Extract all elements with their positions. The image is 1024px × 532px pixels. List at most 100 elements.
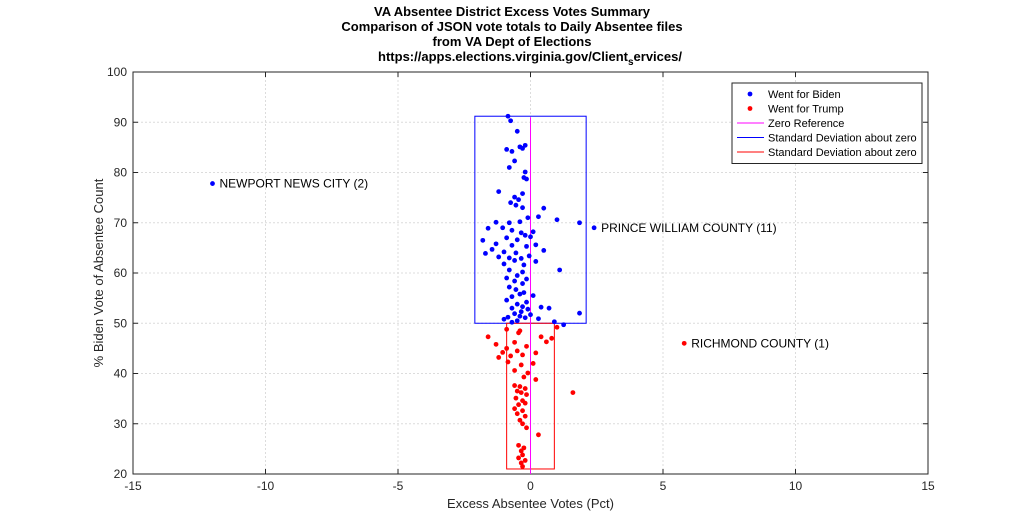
biden-point [493,241,499,247]
y-tick-label: 80 [114,166,128,180]
trump-point [514,411,520,417]
trump-point [518,390,524,395]
trump-point [485,334,491,340]
trump-point [533,350,539,356]
biden-point [500,225,506,231]
biden-point [506,267,512,273]
trump-point [538,334,544,340]
legend-marker [747,91,753,97]
trump-point [520,408,525,414]
biden-point [496,254,502,260]
legend-label: Went for Biden [768,89,841,101]
biden-point [530,229,536,235]
biden-point [501,316,507,322]
trump-point [514,348,520,354]
biden-point [514,273,520,278]
title-line-4: https://apps.elections.virginia.gov/Clie… [378,49,682,68]
biden-point [509,227,515,233]
biden-point [504,235,510,241]
x-tick-label: -15 [124,479,142,493]
x-tick-label: -5 [393,479,404,493]
trump-point [544,339,549,345]
biden-point [501,261,507,267]
biden-point [525,215,531,221]
biden-point [506,284,512,290]
biden-point [538,304,544,310]
biden-point [520,145,525,151]
title-url-head: https://apps.elections.virginia.gov/Clie… [378,49,629,64]
biden-point [591,225,597,231]
biden-point [514,128,520,134]
title-line-2: Comparison of JSON vote totals to Daily … [341,19,682,34]
trump-point [493,341,499,347]
biden-point [504,146,510,152]
trump-point [496,355,502,360]
x-tick-label: -10 [257,479,275,493]
x-tick-label: 0 [527,479,534,493]
trump-point [516,330,521,336]
annotation-label: NEWPORT NEWS CITY (2) [220,177,369,191]
x-tick-label: 15 [921,479,935,493]
biden-point [518,309,524,315]
biden-point [518,256,524,261]
title-url-subscript: s [628,57,634,68]
biden-point [541,247,547,253]
y-tick-label: 50 [114,316,128,330]
biden-point [528,234,533,240]
biden-point [496,189,502,194]
axis-ticks: -15 -10 -5 0 5 10 15 20 30 40 50 60 70 80 90 100 [107,65,935,493]
biden-point [509,242,515,248]
biden-point [509,294,515,300]
trump-point [524,343,529,349]
biden-point [524,276,529,282]
biden-point [520,269,525,275]
biden-point [513,202,519,208]
biden-point [493,219,499,225]
biden-point [512,258,517,263]
biden-point [512,278,517,284]
trump-point [520,421,525,427]
biden-point [526,253,532,259]
y-tick-label: 40 [114,367,128,381]
y-tick-label: 100 [107,65,127,79]
biden-point [577,220,582,226]
biden-point [577,310,582,316]
biden-point [509,319,515,325]
biden-point [489,246,495,252]
biden-point [522,169,528,175]
biden-point [517,291,523,297]
biden-point [554,217,560,223]
trump-point [549,335,555,341]
y-tick-label: 90 [114,115,128,129]
biden-point [520,205,525,211]
data-points [210,113,687,469]
legend-label: Went for Trump [768,104,844,116]
biden-point [551,319,557,325]
y-tick-label: 70 [114,216,128,230]
biden-point [508,200,514,206]
biden-point [506,165,512,170]
trump-point [522,400,528,406]
biden-point [508,118,514,124]
trump-point [522,386,528,391]
annotation-label: RICHMOND COUNTY (1) [691,336,829,350]
trump-point [520,352,525,358]
biden-point [513,287,519,292]
trump-point [520,452,525,458]
biden-point [541,205,547,211]
x-axis-label: Excess Absentee Votes (Pct) [447,496,614,511]
trump-point [521,374,527,380]
biden-point [533,259,539,264]
biden-point [516,197,521,203]
biden-point [522,315,528,321]
biden-point [506,220,512,226]
chart-title: VA Absentee District Excess Votes Summar… [341,4,682,68]
point-annotations: NEWPORT NEWS CITY (2) PRINCE WILLIAM COUN… [220,177,829,351]
biden-point [536,316,541,322]
trump-point [536,432,541,438]
trump-point [554,324,560,330]
trump-point [524,425,529,431]
trump-point [570,390,576,395]
biden-point [480,237,486,243]
